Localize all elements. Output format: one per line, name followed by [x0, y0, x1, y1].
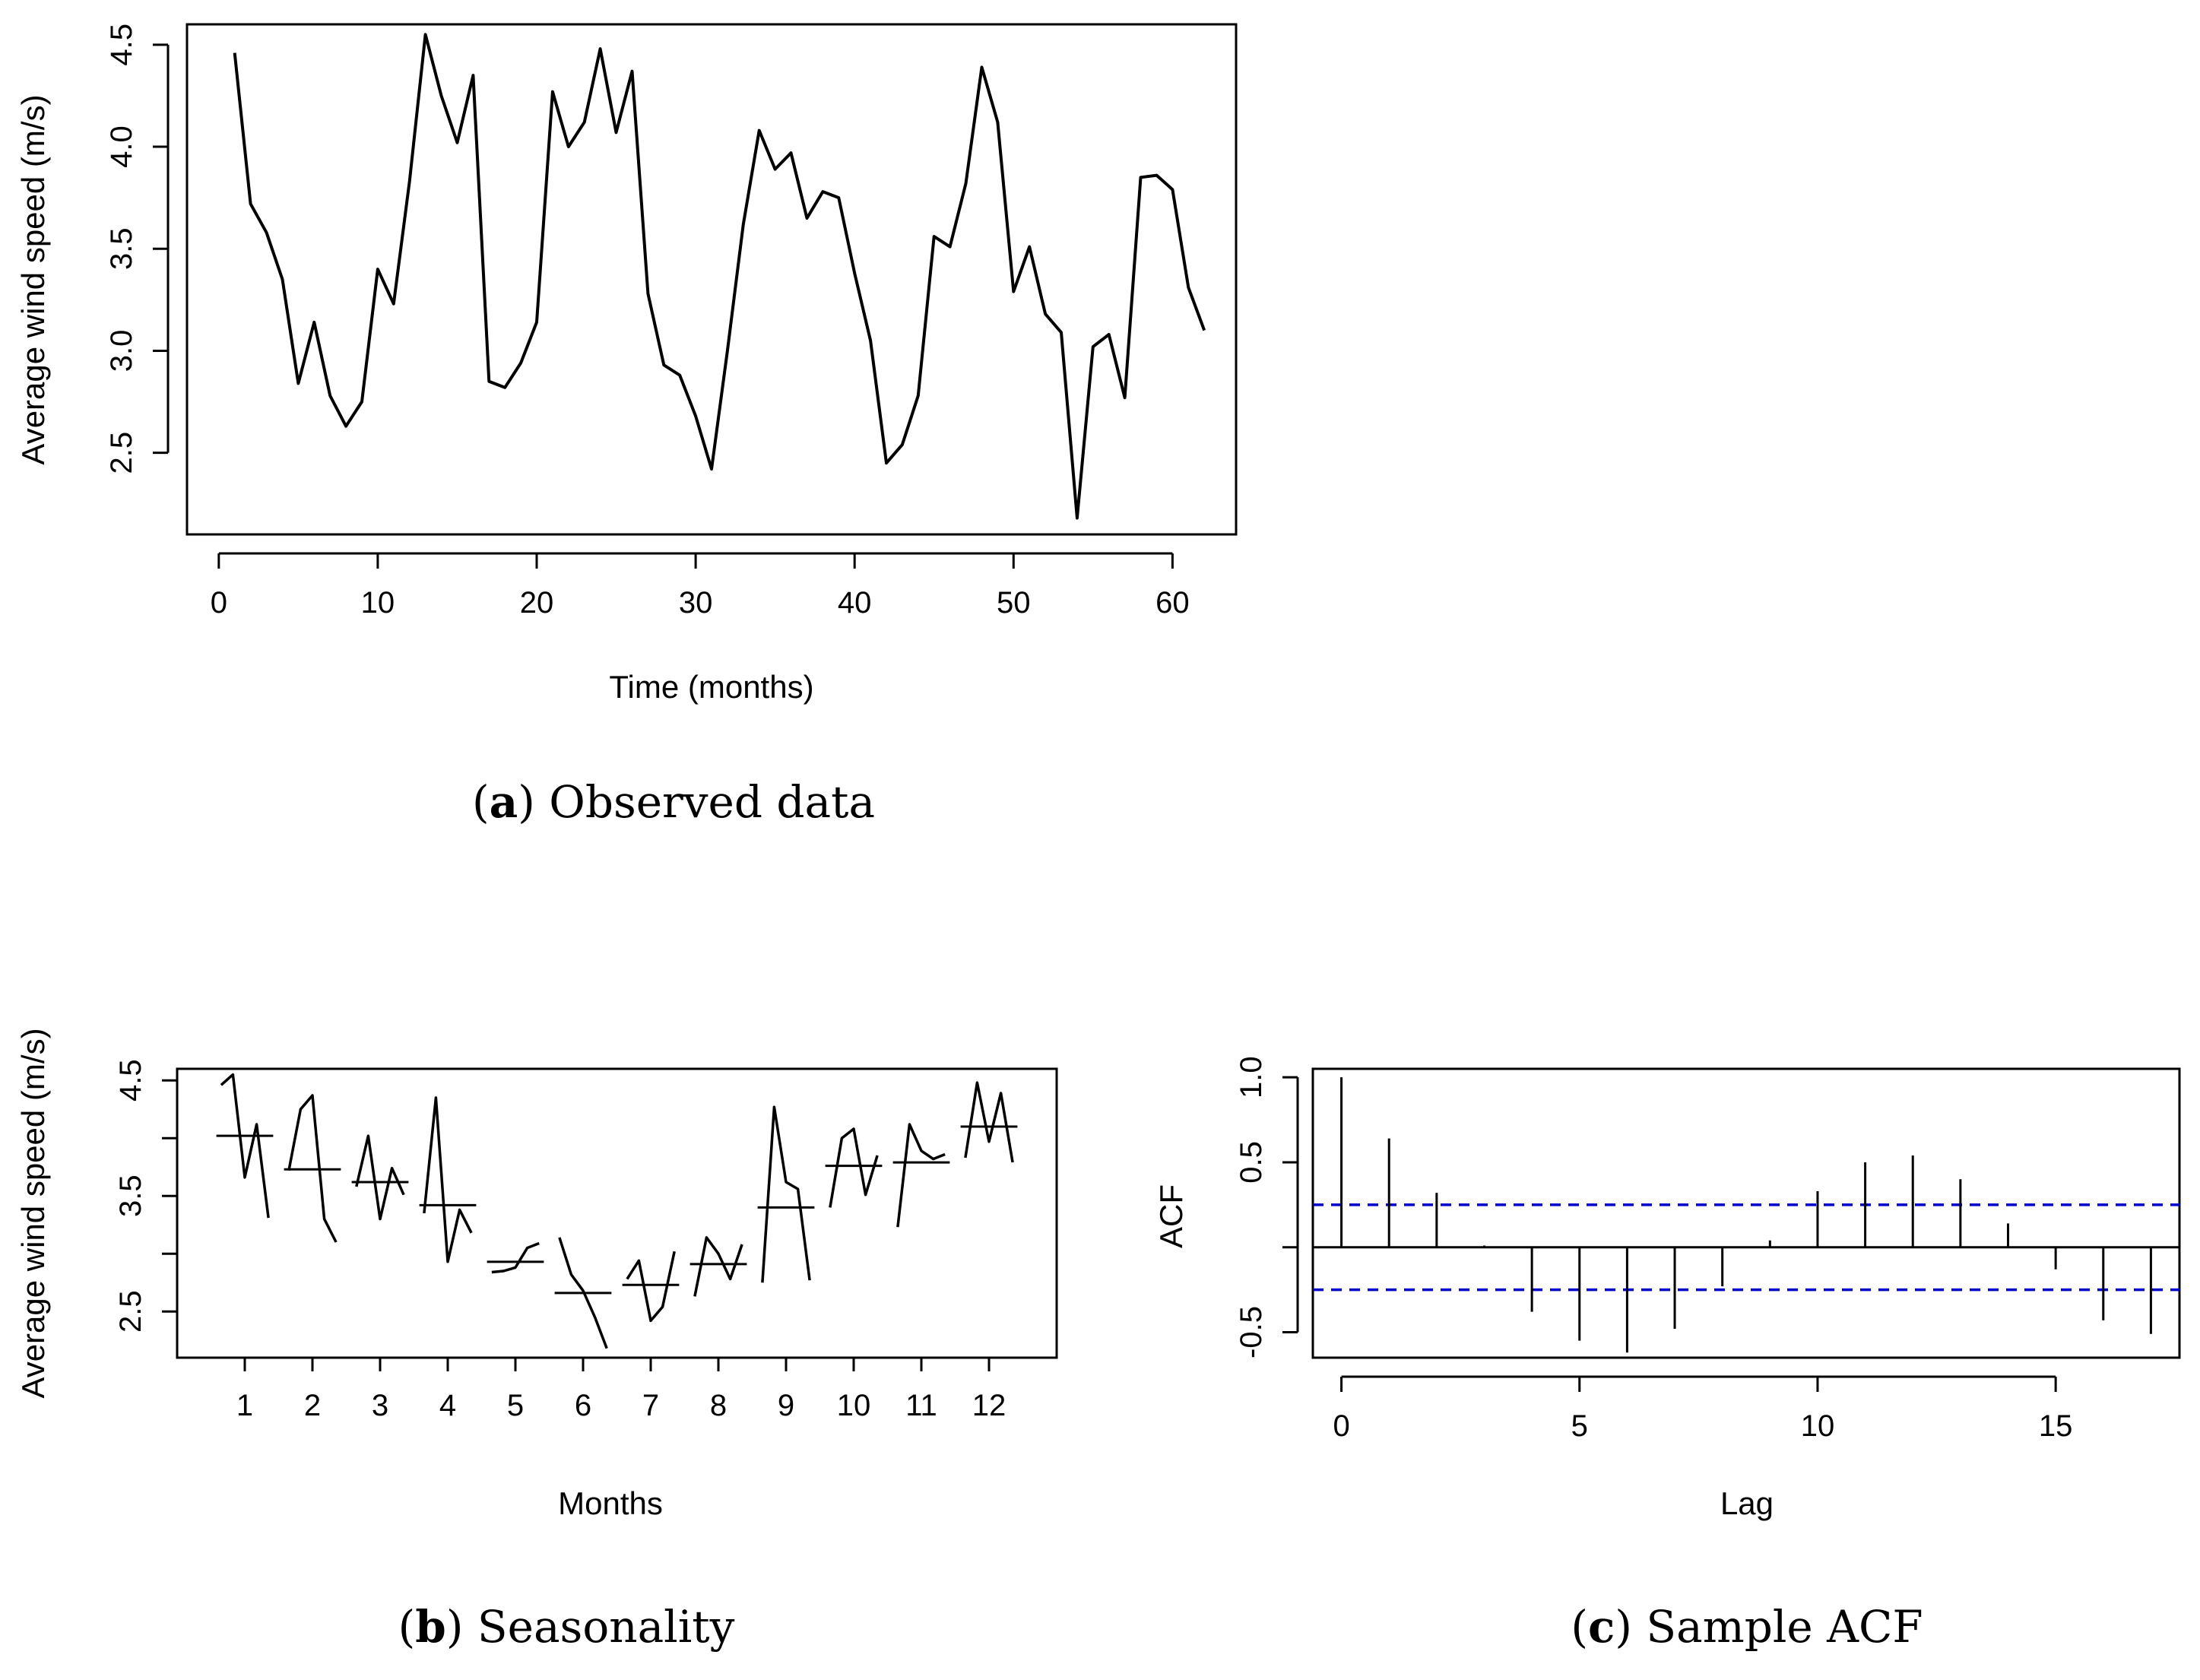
caption-c: (c) Sample ACF [1571, 1601, 1923, 1653]
x-tick-label-b: 2 [304, 1389, 321, 1422]
subseries-line-month-6 [558, 1237, 608, 1349]
y-axis-b: 2.5 3.5 4.5 [114, 1059, 177, 1333]
x-tick-label-a: 60 [1155, 586, 1190, 620]
y-axis-label-b: Average wind speed (m/s) [15, 1028, 51, 1398]
acf-bars [1313, 1077, 2179, 1353]
plot-frame-a [185, 23, 1238, 536]
y-tick-label-a: 4.0 [105, 125, 138, 168]
x-tick-label-b: 8 [710, 1389, 727, 1422]
x-tick-label-a: 0 [211, 586, 227, 620]
caption-b: (b) Seasonality [398, 1601, 735, 1653]
x-tick-label-b: 4 [439, 1389, 456, 1422]
x-tick-label-b: 11 [905, 1389, 937, 1422]
subseries-line-month-11 [896, 1123, 946, 1228]
x-tick-label-b: 12 [972, 1389, 1006, 1422]
subseries-line-month-5 [491, 1241, 540, 1274]
y-axis-a: 2.5 3.0 3.5 4.0 4.5 [105, 24, 170, 474]
subseries-line-month-4 [423, 1096, 473, 1263]
y-tick-label-c: 1.0 [1235, 1056, 1268, 1098]
subseries-line-month-8 [693, 1236, 743, 1297]
subseries-line-month-2 [287, 1094, 338, 1243]
caption-a: (a) Observed data [472, 776, 875, 828]
x-tick-label-b: 9 [778, 1389, 794, 1422]
panel-b: 1 2 3 4 5 6 7 8 9 10 11 12 2.53.54.5 Months Average… [15, 1028, 1058, 1653]
x-tick-label-c: 10 [1801, 1409, 1835, 1443]
x-tick-label-b: 1 [236, 1389, 253, 1422]
x-tick-label-c: 0 [1333, 1409, 1349, 1443]
x-axis-label-c: Lag [1720, 1485, 1774, 1521]
subseries-line-month-3 [355, 1134, 405, 1221]
x-tick-label-a: 20 [520, 586, 554, 620]
subseries-line-month-10 [829, 1127, 879, 1208]
y-axis-label-a: Average wind speed (m/s) [15, 94, 51, 464]
subseries-line-month-1 [220, 1073, 270, 1219]
x-axis-b: 1 2 3 4 5 6 7 8 9 10 11 12 [236, 1358, 1006, 1422]
y-tick-label-b: 3.5 [114, 1174, 147, 1217]
y-tick-label-b: 2.5 [114, 1290, 147, 1333]
x-tick-label-a: 40 [838, 586, 872, 620]
x-tick-label-c: 15 [2039, 1409, 2073, 1443]
x-axis-a: 0 10 20 30 40 50 60 [211, 552, 1190, 620]
y-axis-c: -0.5 0.5 1.0 [1235, 1056, 1299, 1358]
panel-c: 0 5 10 15 -0.5 0.5 1.0 Lag ACF (c) Sample ACF [1153, 1056, 2181, 1653]
y-axis-label-c: ACF [1153, 1184, 1189, 1248]
x-tick-label-a: 30 [679, 586, 713, 620]
x-tick-label-a: 50 [997, 586, 1031, 620]
x-axis-label-a: Time (months) [609, 669, 813, 705]
x-tick-label-b: 3 [372, 1389, 388, 1422]
y-tick-label-c: -0.5 [1235, 1306, 1268, 1358]
panel-a: 0 10 20 30 40 50 60 2.5 3.0 3.5 4.0 4.5 Time (mont… [15, 23, 1238, 828]
plot-frame-c [1311, 1067, 2181, 1359]
x-tick-label-a: 10 [361, 586, 395, 620]
y-tick-label-c: 0.5 [1235, 1141, 1268, 1184]
series-line-wind-speed [233, 33, 1206, 520]
x-axis-label-b: Months [558, 1485, 663, 1521]
subseries-line-month-9 [761, 1105, 811, 1283]
plot-frame-b [176, 1067, 1058, 1359]
x-axis-c: 0 5 10 15 [1333, 1375, 2073, 1443]
seasonal-subseries [216, 1073, 1018, 1349]
x-tick-label-b: 7 [642, 1389, 659, 1422]
x-tick-label-c: 5 [1571, 1409, 1588, 1443]
y-tick-label-a: 2.5 [105, 432, 138, 474]
x-tick-label-b: 6 [575, 1389, 591, 1422]
subseries-line-month-12 [964, 1081, 1014, 1163]
y-tick-label-a: 4.5 [105, 24, 138, 66]
x-tick-label-b: 5 [507, 1389, 524, 1422]
y-tick-label-a: 3.0 [105, 330, 138, 372]
y-tick-label-b: 4.5 [114, 1059, 147, 1102]
x-tick-label-b: 10 [837, 1389, 871, 1422]
subseries-line-month-7 [626, 1250, 676, 1323]
y-tick-label-a: 3.5 [105, 227, 138, 270]
